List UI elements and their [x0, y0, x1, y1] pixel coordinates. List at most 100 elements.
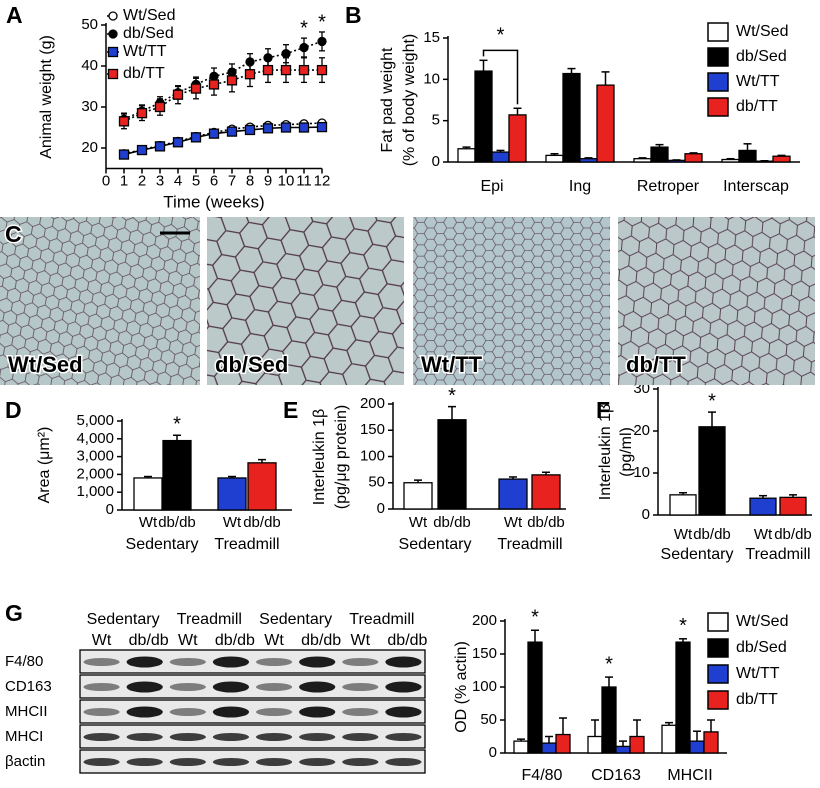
y-axis-label: Interleukin 1β — [597, 404, 614, 500]
bar — [675, 641, 691, 754]
x-tick-label: db/db — [774, 526, 812, 543]
y-tick-label: 100 — [360, 447, 385, 464]
blot-band — [255, 683, 293, 691]
y-tick-label: 20 — [633, 422, 650, 439]
data-point — [262, 64, 274, 76]
y-axis-label: (pg/ml) — [618, 427, 635, 477]
blot-band — [385, 656, 422, 668]
blot-band — [299, 706, 336, 718]
x-tick-label: 11 — [296, 172, 312, 189]
x-tick-label: db/db — [243, 514, 281, 531]
bar — [755, 160, 774, 163]
bar — [579, 158, 598, 163]
x-tick-label: Wt — [409, 514, 428, 531]
lane-label: Wt — [178, 632, 198, 649]
significance-marker: * — [497, 25, 505, 47]
blot-strip — [79, 724, 426, 749]
blot-band — [212, 733, 250, 741]
micrograph — [413, 217, 610, 385]
y-axis-label: Animal weight (g) — [38, 35, 55, 159]
y-tick-label: 30 — [81, 98, 98, 115]
y-tick-label: 20 — [81, 139, 98, 156]
bar — [457, 148, 476, 163]
data-point — [280, 64, 292, 76]
y-tick-label: 4,000 — [76, 430, 114, 447]
legend-swatch — [707, 97, 729, 117]
y-tick-label: 100 — [472, 678, 497, 695]
blot-strip — [79, 699, 426, 724]
blot-band — [169, 683, 206, 691]
data-point — [298, 64, 310, 76]
x-tick-label: 7 — [228, 172, 236, 189]
y-tick-label: 15 — [423, 29, 440, 46]
y-tick-label: 0 — [642, 506, 650, 523]
legend-label: Wt/Sed — [736, 613, 788, 630]
lane-label: db/db — [387, 632, 427, 649]
blot-band — [299, 656, 336, 668]
significance-marker: * — [318, 11, 326, 33]
panel-label: G — [5, 600, 23, 626]
blot-band — [342, 658, 379, 666]
blot-band — [342, 758, 379, 766]
y-tick-label: 2,000 — [76, 465, 114, 482]
data-point — [118, 149, 130, 160]
data-point — [208, 79, 220, 90]
bar — [508, 114, 527, 163]
micrograph — [207, 217, 404, 385]
group-label: Treadmill — [349, 611, 414, 628]
x-tick-label: db/db — [158, 514, 196, 531]
bar — [596, 84, 615, 163]
lane-label: Wt — [351, 632, 371, 649]
x-tick-label: CD163 — [591, 767, 641, 784]
significance-marker: * — [448, 385, 456, 407]
significance-marker: * — [173, 414, 181, 436]
y-tick-label: 5 — [432, 112, 440, 129]
data-point — [136, 144, 148, 156]
group-label: Sedentary — [126, 536, 199, 553]
x-tick-label: 6 — [210, 172, 218, 189]
blot-band — [342, 683, 379, 691]
blot-band — [385, 681, 422, 693]
bar — [133, 477, 163, 511]
legend-marker — [107, 68, 119, 80]
blot-band — [83, 683, 120, 691]
legend-swatch — [707, 664, 729, 684]
y-tick-label: 0 — [106, 501, 114, 518]
bar — [650, 146, 669, 163]
blot-row-label: MHCI — [5, 728, 43, 745]
blot-band — [126, 706, 163, 718]
x-tick-label: Interscap — [723, 178, 789, 195]
lane-label: Wt — [92, 632, 112, 649]
x-tick-label: Wt — [674, 526, 693, 543]
bar — [437, 419, 467, 510]
significance-marker: * — [708, 390, 716, 412]
data-point — [136, 108, 148, 119]
legend-marker — [108, 11, 118, 21]
x-tick-label: Ing — [569, 178, 591, 195]
blot-band — [169, 733, 206, 741]
blot-band — [169, 758, 206, 766]
bar — [162, 439, 192, 511]
bar — [587, 735, 603, 754]
data-point — [172, 89, 184, 100]
y-tick-label: 5,000 — [76, 412, 114, 429]
bar — [667, 159, 686, 163]
data-point — [190, 83, 202, 94]
blot-row-label: MHCII — [5, 703, 48, 720]
panel-label: C — [5, 221, 22, 247]
x-tick-label: 2 — [138, 172, 146, 189]
bar — [749, 497, 777, 516]
bar — [721, 158, 740, 163]
x-tick-label: MHCII — [667, 767, 712, 784]
blot-band — [385, 733, 422, 741]
micrograph — [618, 217, 815, 385]
bar — [474, 70, 493, 163]
legend-swatch — [707, 612, 729, 632]
legend-marker — [107, 46, 119, 58]
y-tick-label: 200 — [472, 612, 497, 629]
y-tick-label: 150 — [472, 645, 497, 662]
bar — [555, 733, 571, 754]
y-tick-label: 50 — [480, 711, 497, 728]
micrograph-label: Wt/Sed — [8, 352, 83, 377]
bar — [633, 158, 652, 163]
